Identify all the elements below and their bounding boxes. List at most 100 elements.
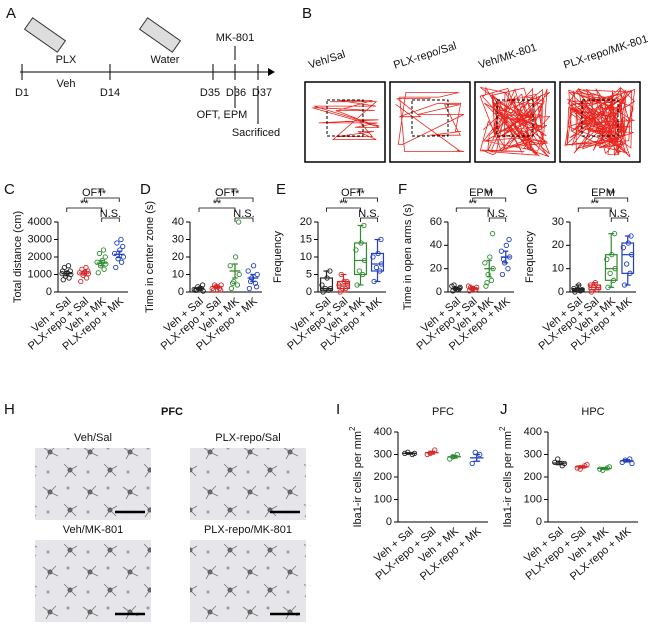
significance-label: ** <box>213 198 222 210</box>
y-axis-label-sup: 2 <box>348 426 357 431</box>
data-point <box>199 282 206 288</box>
y-axis-label-text: Frequency <box>524 231 536 283</box>
tracks: Veh/Sal PLX-repo/Sal Veh/MK-801 PLX-repo/MK… <box>304 33 650 163</box>
track-path <box>312 100 380 140</box>
day: D36 <box>226 87 246 99</box>
data-point <box>336 282 342 288</box>
significance-bracket <box>488 217 507 222</box>
data-point <box>628 252 635 258</box>
chart-title: EPM <box>469 187 493 199</box>
significance-bracket <box>66 207 103 212</box>
y-tick-label: 300 <box>524 448 542 460</box>
y-tick-label: 3000 <box>28 233 52 245</box>
image-label: Veh/MK-801 <box>63 524 124 536</box>
significance-bracket <box>234 217 254 222</box>
y-tick-label: 10 <box>172 268 184 280</box>
data-point <box>354 282 360 288</box>
data-point <box>120 243 126 250</box>
y-tick-label: 10 <box>300 251 312 263</box>
significance-label: ** <box>356 188 365 200</box>
y-tick-label: 60 <box>430 216 442 228</box>
data-point <box>628 233 634 239</box>
region-title: PFC <box>161 406 183 418</box>
data-point <box>100 247 107 253</box>
data-point <box>624 261 630 267</box>
data-point <box>611 231 618 237</box>
label: MK-801 <box>216 32 255 44</box>
data-point <box>487 254 493 260</box>
data-point <box>228 285 235 292</box>
data-point <box>235 219 242 225</box>
y-tick-label: 100 <box>524 493 542 505</box>
day: D14 <box>100 87 120 99</box>
significance-label: ** <box>485 188 494 200</box>
y-axis-label: Frequency <box>524 231 536 283</box>
timeline-ticks <box>21 46 259 124</box>
timeline-arrow <box>268 68 275 76</box>
data-point <box>322 285 329 292</box>
data-point <box>358 240 364 246</box>
y-axis-label: Iba1-ir cells per mm2 <box>348 426 364 528</box>
data-point <box>341 278 347 285</box>
data-point <box>620 245 626 251</box>
y-tick-label: 15 <box>300 233 312 245</box>
data-point <box>118 236 124 243</box>
data-point <box>361 222 367 229</box>
y-tick-label: 20 <box>430 263 442 275</box>
data-point <box>83 264 89 271</box>
data-point <box>627 270 633 276</box>
data-point <box>378 261 385 267</box>
significance-label: ** <box>80 198 89 210</box>
y-tick-label: 1000 <box>28 268 52 280</box>
data-point <box>612 266 618 272</box>
y-tick-label: 5 <box>306 268 312 280</box>
significance-bracket <box>198 207 236 212</box>
day: D35 <box>200 87 220 99</box>
data-point <box>609 252 615 258</box>
panel-label: J <box>500 401 508 418</box>
significance-bracket <box>216 197 254 202</box>
track-path <box>479 86 551 157</box>
data-point <box>605 284 611 290</box>
y-tick-label: 20 <box>300 216 312 228</box>
data-point <box>505 266 511 272</box>
data-point <box>83 275 90 281</box>
data-point <box>377 268 383 274</box>
day: D1 <box>15 87 29 99</box>
y-tick-label: 0 <box>46 286 52 298</box>
y-axis-label-text: Time in center zone (s) <box>144 201 156 313</box>
track-label: Veh/MK-801 <box>477 41 538 71</box>
significance-label: ** <box>590 198 599 210</box>
data-point <box>344 278 350 285</box>
y-tick-label: 30 <box>172 233 184 245</box>
data-point <box>498 248 504 254</box>
data-point <box>360 271 366 278</box>
data-point <box>103 261 109 267</box>
significance-bracket <box>455 207 490 212</box>
data-point <box>482 260 488 266</box>
box <box>604 254 618 281</box>
y-tick-label: 200 <box>374 471 392 483</box>
y-axis-label: Iba1-ir cells per mm2 <box>498 426 514 528</box>
y-axis-label: Frequency <box>272 231 284 283</box>
data-point <box>229 280 236 286</box>
micrograph <box>35 448 306 622</box>
data-point <box>96 250 103 257</box>
y-axis-label: Time in center zone (s) <box>144 201 156 313</box>
y-tick-label: 10 <box>552 263 564 275</box>
y-tick-label: 20 <box>552 239 564 251</box>
y-axis-label-sup: 2 <box>498 426 507 431</box>
y-axis-label-text: Total distance (cm) <box>12 211 24 303</box>
y-tick-label: 0 <box>386 516 392 528</box>
image-label: PLX-repo/MK-801 <box>204 524 292 536</box>
center-zone <box>581 99 619 137</box>
significance-label: N.S. <box>487 208 508 220</box>
track-label: PLX-repo/Sal <box>392 40 458 72</box>
data-point <box>472 449 478 455</box>
significance-label: ** <box>607 188 616 200</box>
panel-label: G <box>526 181 538 198</box>
y-tick-label: 4000 <box>28 216 52 228</box>
data-point <box>353 247 359 253</box>
significance-label: ** <box>339 198 348 210</box>
